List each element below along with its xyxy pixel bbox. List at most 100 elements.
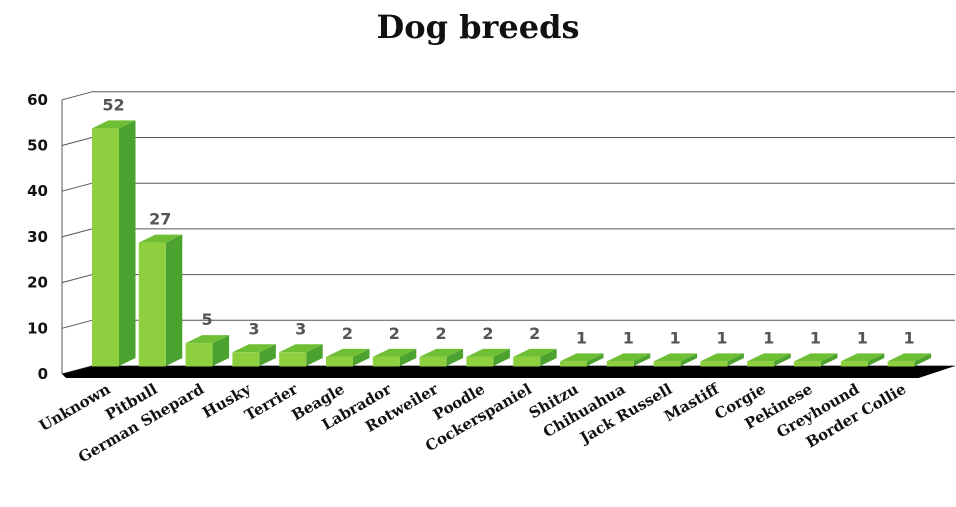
bar-front: [513, 356, 541, 367]
bar-top: [92, 120, 136, 129]
bar-front: [653, 361, 681, 367]
bar-side: [165, 234, 183, 366]
data-label: 2: [436, 324, 447, 343]
bar: [794, 353, 838, 367]
y-tick-label: 0: [38, 365, 48, 383]
bar-top: [419, 348, 464, 357]
bar-front: [840, 361, 868, 367]
bar-front: [700, 361, 728, 367]
bar-front: [747, 361, 775, 367]
gridline-side: [61, 182, 93, 192]
bar-side: [353, 348, 370, 366]
bar-side: [587, 353, 604, 366]
data-label: 1: [576, 328, 587, 347]
data-label: 2: [529, 324, 540, 343]
bar-top: [372, 348, 417, 357]
bar: [279, 344, 323, 367]
bar-front: [232, 352, 260, 367]
bar: [232, 344, 276, 367]
data-label: 1: [904, 328, 915, 347]
bar-side: [399, 348, 417, 366]
gridline-side: [61, 274, 93, 284]
data-label: 1: [810, 328, 821, 347]
data-label: 3: [295, 319, 306, 338]
bar-front: [794, 361, 821, 367]
gridline-side: [61, 228, 93, 238]
data-label: 5: [202, 310, 213, 329]
x-tick-label: Mastiff: [661, 379, 723, 425]
bar-top: [326, 348, 370, 357]
bar-top: [138, 234, 183, 243]
data-label: 2: [482, 324, 493, 343]
bar-top: [466, 348, 510, 357]
data-label: 27: [149, 210, 171, 229]
bar-front: [606, 361, 634, 367]
bar-side: [493, 348, 510, 366]
chart-floor: [62, 366, 955, 378]
bar: [185, 335, 230, 367]
bar-side: [774, 353, 791, 366]
data-label: 1: [716, 328, 727, 347]
bar-front: [279, 352, 307, 367]
bar-side: [633, 353, 651, 366]
bar-front: [92, 128, 119, 367]
bar-top: [185, 335, 230, 344]
bar-side: [259, 344, 276, 366]
data-labels: 52 27 5 3 3 2 2 2 2 2 1 1 1 1 1 1 1 1: [102, 95, 914, 347]
bar: [466, 348, 510, 367]
bar: [372, 348, 417, 367]
gridline-side: [61, 91, 93, 101]
bar: [606, 353, 651, 367]
bar-side: [867, 353, 885, 366]
bar-side: [727, 353, 744, 366]
bar-front: [560, 361, 587, 367]
data-label: 3: [248, 319, 259, 338]
bar-front: [466, 356, 494, 367]
bar-top: [887, 353, 932, 362]
bar-side: [914, 353, 932, 366]
bar: [700, 353, 744, 367]
bar-top: [560, 353, 604, 362]
y-tick-label: 20: [27, 274, 48, 292]
bar-top: [606, 353, 651, 362]
y-tick-label: 10: [27, 319, 48, 337]
bar-front: [887, 361, 915, 367]
data-label: 2: [342, 324, 353, 343]
data-label: 2: [389, 324, 400, 343]
bar-front: [372, 356, 400, 367]
bar-side: [212, 335, 230, 366]
chart-floor: [62, 366, 955, 378]
bar-top: [653, 353, 698, 362]
bar: [513, 348, 557, 367]
bar-top: [840, 353, 885, 362]
bar: [840, 353, 885, 367]
bar: [419, 348, 464, 367]
data-label: 1: [623, 328, 634, 347]
bar-front: [419, 356, 447, 367]
bar-top: [700, 353, 744, 362]
bar: [747, 353, 791, 367]
bar: [326, 348, 370, 367]
gridline-side: [61, 137, 93, 146]
bar: [560, 353, 604, 367]
bar-side: [446, 348, 464, 366]
bar: [887, 353, 932, 367]
bar-top: [513, 348, 557, 357]
bar-front: [138, 242, 166, 367]
bar-top: [232, 344, 276, 353]
bar-front: [326, 356, 353, 367]
bar: [138, 234, 183, 367]
bars: [92, 120, 932, 367]
y-tick-label: 30: [27, 228, 48, 246]
bar-side: [540, 348, 557, 366]
y-tick-label: 50: [27, 137, 48, 155]
bar-side: [821, 353, 838, 366]
bar-side: [119, 120, 136, 366]
bar-front: [185, 343, 213, 367]
y-tick-label: 40: [27, 182, 48, 200]
bar-top: [794, 353, 838, 362]
gridline-side: [61, 319, 93, 329]
chart-title: Dog breeds: [376, 8, 580, 46]
